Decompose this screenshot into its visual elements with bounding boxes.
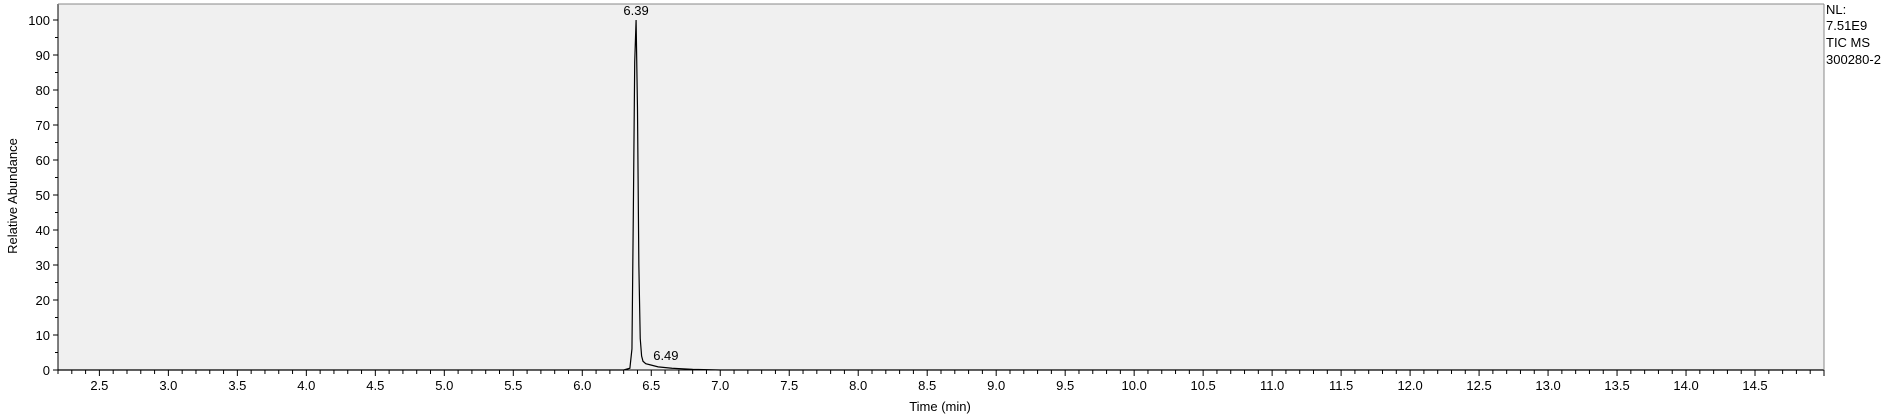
sample-name: 300280-2 [1826,52,1881,67]
nl-label: NL: [1826,2,1846,17]
y-tick-label: 20 [36,293,50,308]
y-tick-label: 10 [36,328,50,343]
x-tick-label: 4.0 [297,378,315,393]
x-tick-label: 12.0 [1397,378,1422,393]
x-tick-label: 9.0 [987,378,1005,393]
y-tick-label: 0 [43,363,50,378]
y-tick-label: 50 [36,188,50,203]
x-tick-label: 10.5 [1190,378,1215,393]
y-axis: 0 10 20 30 40 50 60 70 80 90 100 [28,4,59,378]
x-tick-label: 3.5 [228,378,246,393]
x-tick-label: 7.0 [711,378,729,393]
x-tick-label: 5.5 [504,378,522,393]
y-tick-label: 60 [36,153,50,168]
x-tick-label: 5.0 [435,378,453,393]
x-tick-label: 2.5 [90,378,108,393]
x-tick-label: 13.0 [1535,378,1560,393]
y-tick-label: 80 [36,83,50,98]
x-tick-label: 8.0 [849,378,867,393]
x-tick-label: 14.5 [1742,378,1767,393]
x-tick-label: 7.5 [780,378,798,393]
x-tick-label: 6.5 [642,378,660,393]
nl-value: 7.51E9 [1826,18,1867,33]
x-tick-label: 4.5 [366,378,384,393]
y-axis-title: Relative Abundance [5,138,20,254]
info-block: NL: 7.51E9 TIC MS 300280-2 [1826,2,1881,67]
x-tick-label: 12.5 [1466,378,1491,393]
x-tick-label: 10.0 [1122,378,1147,393]
tic-trace [58,19,1824,371]
y-tick-label: 70 [36,118,50,133]
x-tick-label: 3.0 [159,378,177,393]
peak-label: 6.39 [623,3,648,18]
x-axis: 2.5 3.0 3.5 4.0 4.5 5.0 5.5 6.0 6.5 7.0 7.5 8.0 8.5 9… [57,369,1825,393]
x-axis-title: Time (min) [909,399,971,414]
x-tick-label: 11.0 [1260,378,1284,393]
peak-label: 6.49 [653,348,678,363]
peak-annotations: 6.39 6.49 [623,3,678,363]
plot-background [58,4,1824,370]
x-tick-label: 6.0 [573,378,591,393]
y-tick-label: 100 [28,13,50,28]
x-tick-label: 14.0 [1673,378,1698,393]
y-tick-label: 40 [36,223,50,238]
x-tick-label: 13.5 [1604,378,1629,393]
y-tick-label: 30 [36,258,50,273]
x-tick-label: 9.5 [1056,378,1074,393]
y-tick-label: 90 [36,48,50,63]
x-tick-label: 11.5 [1329,378,1353,393]
scan-filter: TIC MS [1826,35,1870,50]
x-tick-label: 8.5 [918,378,936,393]
